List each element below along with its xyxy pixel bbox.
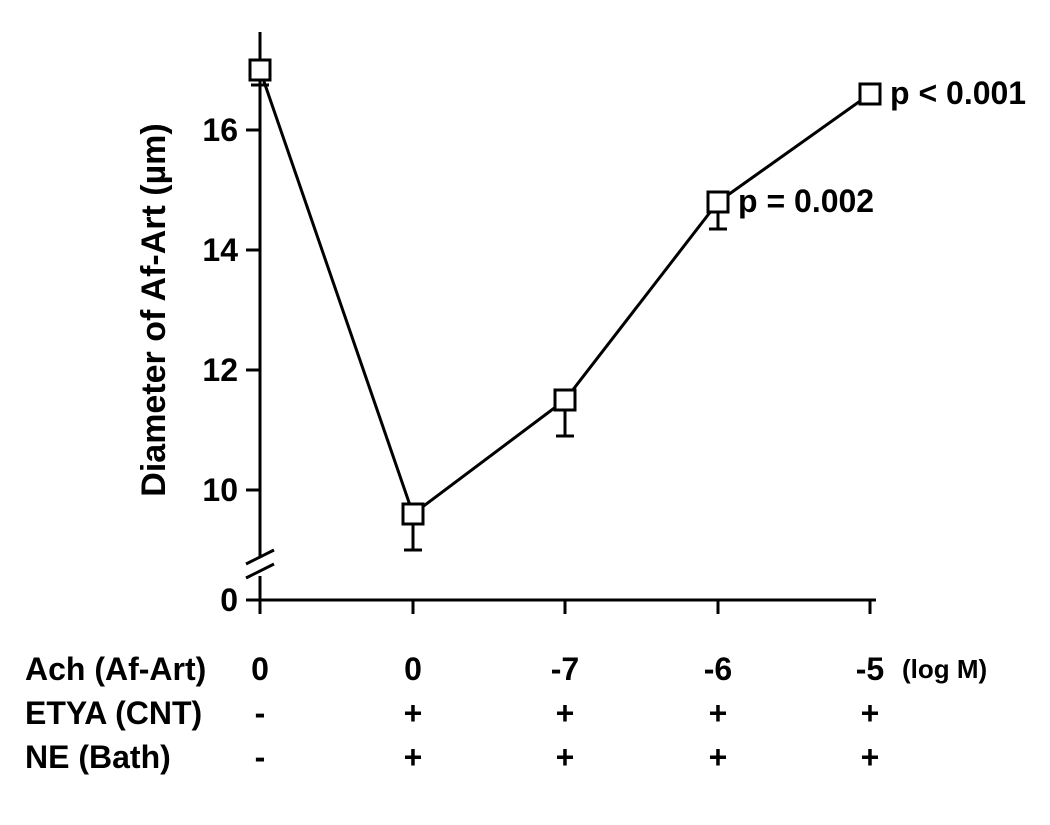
x-axis bbox=[260, 600, 876, 614]
chart-container: 0 10 12 14 16 Diameter of Af-Art (µm) p = 0.00… bbox=[0, 0, 1050, 825]
row-value: + bbox=[861, 695, 880, 731]
axis-break-mark bbox=[246, 564, 274, 578]
data-marker bbox=[708, 192, 728, 212]
row-value: -5 bbox=[856, 651, 884, 687]
y-tick-label: 16 bbox=[202, 112, 238, 148]
treatment-rows: Ach (Af-Art) 0 0 -7 -6 -5 ETYA (CNT) - + + + + NE (B… bbox=[25, 651, 884, 775]
row-value: + bbox=[404, 739, 423, 775]
row-value: 0 bbox=[251, 651, 269, 687]
row-value: - bbox=[255, 695, 266, 731]
logm-label: (log M) bbox=[902, 654, 987, 684]
row-label: ETYA (CNT) bbox=[25, 695, 202, 731]
row-value: + bbox=[709, 739, 728, 775]
y-tick-label: 14 bbox=[202, 232, 238, 268]
row-label: Ach (Af-Art) bbox=[25, 651, 206, 687]
data-marker bbox=[860, 84, 880, 104]
row-value: -6 bbox=[704, 651, 732, 687]
data-marker bbox=[555, 390, 575, 410]
chart-svg: 0 10 12 14 16 Diameter of Af-Art (µm) p = 0.00… bbox=[0, 0, 1050, 825]
data-line bbox=[260, 70, 870, 514]
row-value: + bbox=[404, 695, 423, 731]
row-label: NE (Bath) bbox=[25, 739, 171, 775]
data-series bbox=[250, 60, 880, 550]
y-tick-label: 12 bbox=[202, 352, 238, 388]
row-value: + bbox=[556, 739, 575, 775]
y-axis-title: Diameter of Af-Art (µm) bbox=[135, 123, 173, 496]
row-value: 0 bbox=[404, 651, 422, 687]
data-marker bbox=[250, 60, 270, 80]
row-value: + bbox=[861, 739, 880, 775]
p-value-annotation: p < 0.001 bbox=[890, 75, 1026, 111]
row-value: -7 bbox=[551, 651, 579, 687]
y-tick-label: 0 bbox=[220, 582, 238, 618]
y-axis: 0 10 12 14 16 bbox=[202, 32, 274, 618]
p-value-annotation: p = 0.002 bbox=[738, 183, 874, 219]
data-marker bbox=[403, 504, 423, 524]
row-value: + bbox=[556, 695, 575, 731]
y-tick-label: 10 bbox=[202, 472, 238, 508]
row-value: + bbox=[709, 695, 728, 731]
row-value: - bbox=[255, 739, 266, 775]
